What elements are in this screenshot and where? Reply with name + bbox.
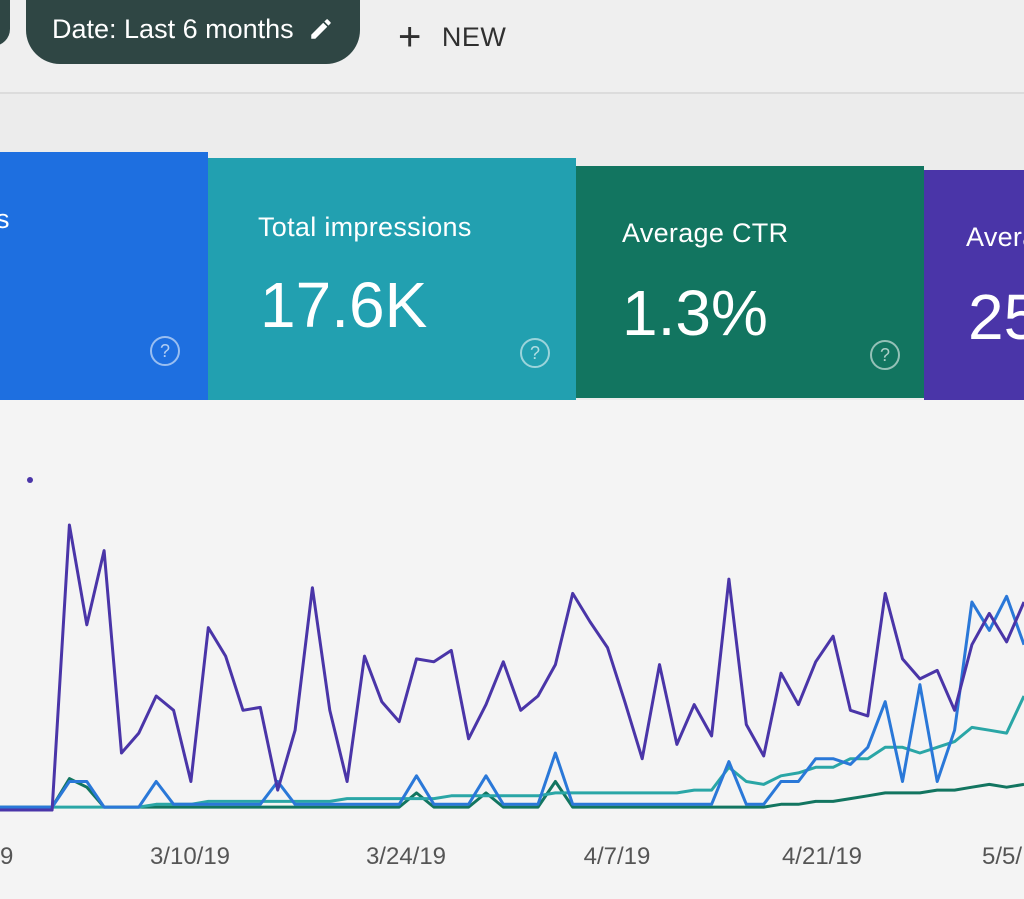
- card-label: Average CTR: [622, 218, 789, 248]
- card-total-clicks[interactable]: s ?: [0, 152, 208, 400]
- previous-filter-chip[interactable]: [0, 0, 10, 46]
- series-line-1: [0, 594, 1024, 809]
- toolbar-divider: [0, 92, 1024, 94]
- card-average-position[interactable]: Avera 25: [924, 170, 1024, 400]
- card-value: 25: [968, 281, 1024, 353]
- x-tick-label: 3/10/19: [150, 843, 230, 870]
- series-line-0: [0, 523, 1024, 812]
- card-value: 1.3%: [622, 277, 768, 349]
- metric-cards: s ? Total impressions 17.6K ? Average CT…: [0, 150, 1024, 406]
- date-filter-label: Date: Last 6 months: [52, 13, 294, 44]
- help-icon[interactable]: ?: [150, 336, 180, 366]
- card-value: 17.6K: [260, 269, 428, 341]
- x-tick-label: 9: [0, 843, 13, 870]
- toolbar: Date: Last 6 months + NEW: [0, 0, 1024, 92]
- new-filter-label: NEW: [441, 21, 507, 52]
- date-filter-chip[interactable]: Date: Last 6 months: [26, 0, 360, 64]
- help-icon[interactable]: ?: [870, 340, 900, 370]
- plus-icon: +: [398, 15, 422, 59]
- chart-svg: 9 3/10/19 3/24/19 4/7/19 4/21/19 5/5/: [0, 477, 1024, 870]
- x-tick-label: 3/24/19: [366, 843, 446, 870]
- card-label: s: [0, 204, 10, 234]
- series-line-3: [0, 777, 1024, 809]
- card-label: Total impressions: [258, 212, 472, 242]
- performance-chart: 9 3/10/19 3/24/19 4/7/19 4/21/19 5/5/: [0, 400, 1024, 899]
- pencil-icon[interactable]: [308, 16, 334, 42]
- card-label: Avera: [966, 222, 1024, 252]
- card-average-ctr[interactable]: Average CTR 1.3% ?: [576, 166, 924, 398]
- series-line-2: [0, 695, 1024, 809]
- x-tick-label: 4/21/19: [782, 843, 862, 870]
- card-total-impressions[interactable]: Total impressions 17.6K ?: [208, 158, 576, 406]
- new-filter-button[interactable]: + NEW: [398, 14, 506, 60]
- chart-dot: [27, 477, 33, 483]
- x-tick-label: 4/7/19: [584, 843, 651, 870]
- help-icon[interactable]: ?: [520, 338, 550, 368]
- x-tick-label: 5/5/: [982, 843, 1022, 870]
